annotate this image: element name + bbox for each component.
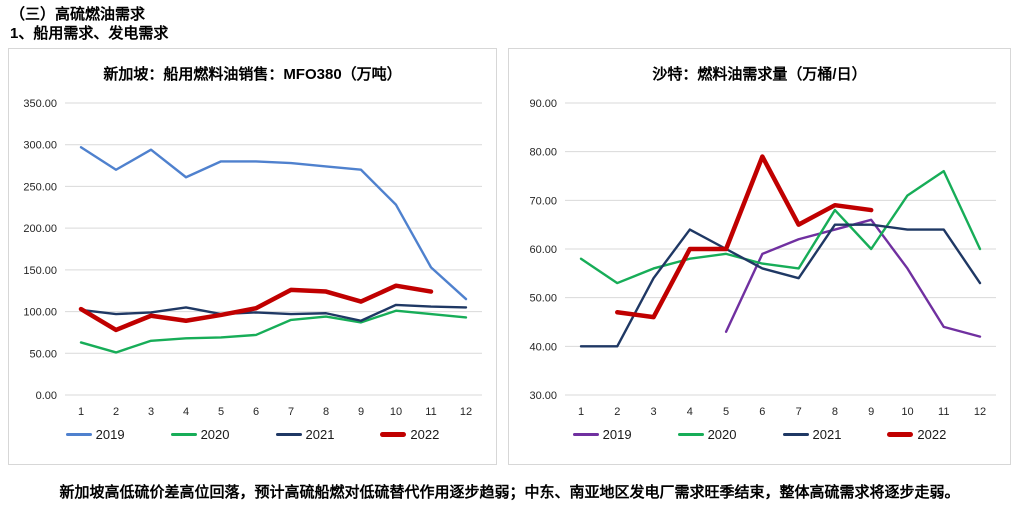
x-axis-tick: 2 bbox=[614, 406, 620, 418]
x-axis-tick: 4 bbox=[687, 406, 693, 418]
y-axis-tick: 300.00 bbox=[23, 140, 57, 152]
section-heading: （三）高硫燃油需求 bbox=[10, 6, 146, 23]
singapore-series-2019-line bbox=[79, 146, 468, 301]
legend-swatch-2019 bbox=[572, 433, 599, 436]
legend-swatch-2021 bbox=[782, 433, 809, 436]
x-axis-tick: 11 bbox=[938, 406, 949, 418]
x-axis-tick: 3 bbox=[148, 406, 154, 418]
legend-swatch-2022 bbox=[887, 431, 914, 438]
chart-saudi-plot: 30.00 40.00 50.00 60.00 70.00 80.00 90.00 1 2 3 4 5… bbox=[509, 89, 1010, 425]
y-axis-tick: 200.00 bbox=[23, 223, 57, 235]
chart-singapore-plot: 0.00 50.00 100.00 150.00 200.00 250.00 300.00 3… bbox=[9, 89, 496, 425]
legend-label-2020: 2020 bbox=[200, 427, 230, 442]
legend-item-2020: 2020 bbox=[170, 427, 230, 442]
legend-item-2019: 2019 bbox=[572, 427, 632, 442]
y-axis-tick: 250.00 bbox=[23, 181, 57, 193]
y-axis-tick: 50.00 bbox=[529, 293, 557, 305]
charts-row: 新加坡：船用燃料油销售：MFO380（万吨） 0.00 50.00 100.00 15… bbox=[0, 48, 1019, 465]
page-headings: （三）高硫燃油需求 1、船用需求、发电需求 bbox=[0, 0, 1019, 43]
x-axis-tick: 9 bbox=[868, 406, 874, 418]
summary-text: 新加坡高低硫价差高位回落，预计高硫船燃对低硫替代作用逐步趋弱；中东、南亚地区发电… bbox=[59, 484, 960, 501]
saudi-series-2019-line bbox=[724, 218, 982, 338]
x-axis-tick: 11 bbox=[425, 406, 436, 418]
legend-swatch-2021 bbox=[275, 433, 302, 436]
y-axis-tick: 150.00 bbox=[23, 265, 57, 277]
x-axis-tick: 10 bbox=[901, 406, 913, 418]
x-axis-tick: 8 bbox=[832, 406, 838, 418]
x-axis-tick: 2 bbox=[113, 406, 119, 418]
singapore-svg: 0.00 50.00 100.00 150.00 200.00 250.00 300.00 3… bbox=[23, 98, 482, 418]
x-axis-tick: 6 bbox=[253, 406, 259, 418]
legend-label-2020: 2020 bbox=[707, 427, 737, 442]
x-axis-tick: 3 bbox=[650, 406, 656, 418]
legend-swatch-2020 bbox=[677, 433, 704, 436]
y-axis-tick: 0.00 bbox=[36, 390, 57, 402]
x-axis-tick: 12 bbox=[460, 406, 472, 418]
x-axis-tick: 7 bbox=[796, 406, 802, 418]
x-axis-tick: 9 bbox=[358, 406, 364, 418]
saudi-series-2020-line bbox=[579, 169, 982, 285]
y-axis-tick: 80.00 bbox=[529, 147, 557, 159]
y-axis-tick: 350.00 bbox=[23, 98, 57, 110]
x-axis-tick: 12 bbox=[974, 406, 986, 418]
chart-saudi-legend: 2019 2020 2021 2022 bbox=[509, 427, 1010, 442]
x-axis-tick: 8 bbox=[323, 406, 329, 418]
chart-title-singapore: 新加坡：船用燃料油销售：MFO380（万吨） bbox=[103, 66, 402, 83]
chart-title-saudi: 沙特：燃料油需求量（万桶/日） bbox=[652, 66, 867, 83]
legend-label-2022: 2022 bbox=[410, 427, 440, 442]
legend-item-2022: 2022 bbox=[887, 427, 946, 442]
x-axis-tick: 10 bbox=[390, 406, 402, 418]
y-axis-tick: 50.00 bbox=[29, 348, 57, 360]
chart-singapore-legend: 2019 2020 2021 2022 bbox=[9, 427, 496, 442]
subsection-heading: 1、船用需求、发电需求 bbox=[10, 25, 169, 42]
legend-label-2019: 2019 bbox=[602, 427, 632, 442]
y-axis-tick: 30.00 bbox=[529, 390, 557, 402]
x-axis-tick: 5 bbox=[723, 406, 729, 418]
x-axis-tick: 6 bbox=[759, 406, 765, 418]
legend-item-2019: 2019 bbox=[65, 427, 125, 442]
y-axis-tick: 100.00 bbox=[23, 307, 57, 319]
y-axis-tick: 90.00 bbox=[529, 98, 557, 110]
legend-item-2022: 2022 bbox=[380, 427, 439, 442]
chart-saudi-demand-panel: 沙特：燃料油需求量（万桶/日） 30.00 40.00 50.00 60.00 70.0… bbox=[508, 48, 1011, 465]
legend-item-2021: 2021 bbox=[275, 427, 335, 442]
legend-swatch-2020 bbox=[170, 433, 197, 436]
legend-label-2019: 2019 bbox=[95, 427, 125, 442]
x-axis-tick: 1 bbox=[78, 406, 84, 418]
legend-label-2022: 2022 bbox=[917, 427, 947, 442]
legend-swatch-2019 bbox=[65, 433, 92, 436]
y-axis-tick: 60.00 bbox=[529, 244, 557, 256]
x-axis-tick: 1 bbox=[578, 406, 584, 418]
y-axis-tick: 40.00 bbox=[529, 341, 557, 353]
y-axis-tick: 70.00 bbox=[529, 195, 557, 207]
legend-item-2021: 2021 bbox=[782, 427, 842, 442]
chart-singapore-mfo380-panel: 新加坡：船用燃料油销售：MFO380（万吨） 0.00 50.00 100.00 15… bbox=[8, 48, 497, 465]
singapore-series-2021-line bbox=[79, 303, 468, 322]
legend-item-2020: 2020 bbox=[677, 427, 737, 442]
legend-label-2021: 2021 bbox=[812, 427, 842, 442]
saudi-series-2022-line bbox=[615, 154, 874, 320]
saudi-series-2021-line bbox=[579, 223, 982, 348]
singapore-series-2020-line bbox=[79, 309, 468, 354]
singapore-series-2022-line bbox=[78, 283, 434, 333]
x-axis-tick: 4 bbox=[183, 406, 189, 418]
legend-swatch-2022 bbox=[380, 431, 407, 438]
x-axis-tick: 5 bbox=[218, 406, 224, 418]
x-axis-tick: 7 bbox=[288, 406, 294, 418]
legend-label-2021: 2021 bbox=[305, 427, 335, 442]
